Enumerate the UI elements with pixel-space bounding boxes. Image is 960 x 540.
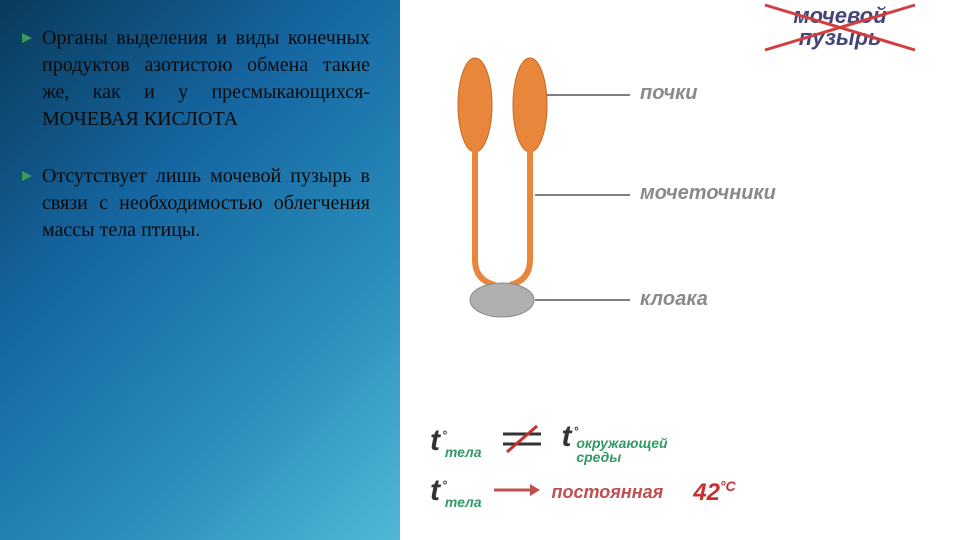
bullet-icon xyxy=(20,31,34,50)
diagram-panel: мочевой пузырь почки мочеточники клоака … xyxy=(400,0,960,540)
label-ureters: мочеточники xyxy=(640,182,776,205)
formula-row-1: t°тела t° окружающей среды xyxy=(430,420,930,464)
bullet-text-1: Органы выделения и виды конечных продукт… xyxy=(42,25,370,133)
formula-block: t°тела t° окружающей среды t°тела xyxy=(430,420,930,520)
bullet-item-2: Отсутствует лишь мочевой пузырь в связи … xyxy=(20,163,370,244)
not-equal-icon xyxy=(497,422,547,463)
t-body-2: t°тела xyxy=(430,474,482,510)
formula-row-2: t°тела постоянная 42°С xyxy=(430,474,930,510)
label-cloaca: клоака xyxy=(640,288,708,311)
t-body-1: t°тела xyxy=(430,424,482,460)
arrow-icon xyxy=(492,480,542,505)
bullet-item-1: Органы выделения и виды конечных продукт… xyxy=(20,25,370,133)
bullet-icon xyxy=(20,169,34,188)
text-panel: Органы выделения и виды конечных продукт… xyxy=(0,0,400,540)
t-env: t° окружающей среды xyxy=(562,420,668,464)
temp-value: 42°С xyxy=(693,478,735,507)
label-kidneys: почки xyxy=(640,82,697,105)
bullet-text-2: Отсутствует лишь мочевой пузырь в связи … xyxy=(42,163,370,244)
constant-label: постоянная xyxy=(552,482,664,503)
